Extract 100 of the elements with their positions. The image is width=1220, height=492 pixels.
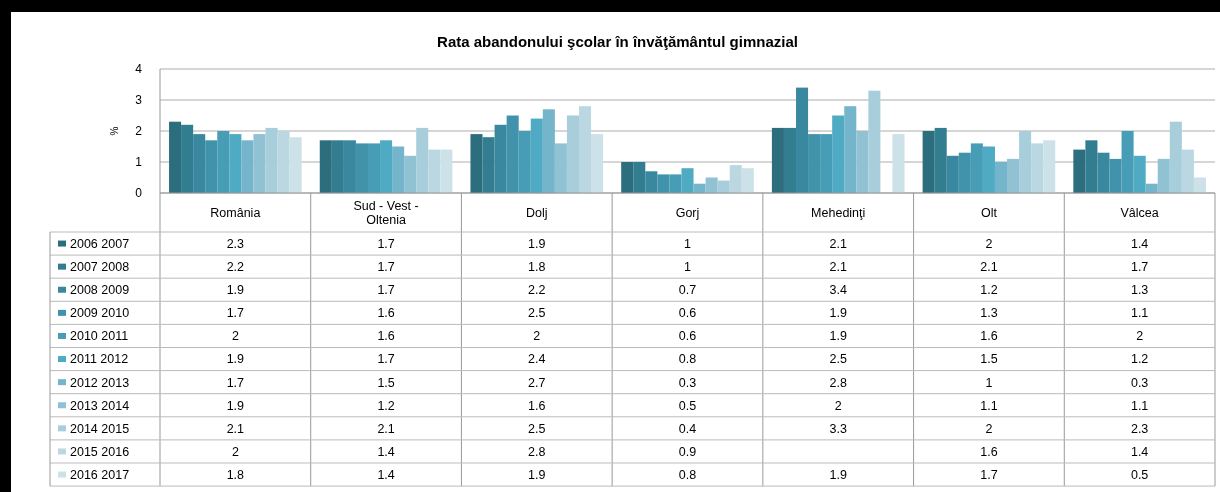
legend-label: 2016 2017 — [70, 467, 130, 482]
data-label: 2.1 — [377, 421, 395, 436]
data-label: 2.3 — [226, 236, 245, 251]
data-label: 1 — [684, 236, 692, 251]
bar — [470, 134, 483, 193]
bar — [633, 162, 646, 193]
bar — [994, 162, 1008, 193]
legend-label: 2015 2016 — [70, 444, 130, 459]
data-label: 1 — [684, 260, 692, 275]
data-label: 1.8 — [528, 260, 546, 275]
bar — [1193, 177, 1206, 193]
data-label: 1.9 — [829, 306, 847, 321]
bar — [530, 118, 543, 193]
data-label: 0.8 — [678, 467, 697, 482]
bar — [982, 146, 995, 193]
data-label: 0.8 — [678, 352, 697, 367]
data-label: 1.3 — [980, 306, 998, 321]
y-axis-title: % — [109, 126, 120, 136]
bar — [241, 140, 254, 193]
chart-title: Rata abandonului şcolar în învăţământul gimnazial — [437, 33, 798, 50]
data-label: 1.9 — [528, 467, 546, 482]
data-label: 2.1 — [829, 236, 847, 251]
data-label: 2.8 — [829, 375, 847, 390]
data-label: 1.4 — [1130, 236, 1149, 251]
bar — [591, 134, 604, 193]
data-label: 0.4 — [678, 421, 697, 436]
data-label: 3.3 — [829, 421, 847, 436]
legend-label: 2009 2010 — [70, 306, 130, 321]
y-tick-label: 2 — [135, 124, 143, 139]
legend-label: 2012 2013 — [70, 375, 130, 390]
data-label: 1.9 — [528, 236, 546, 251]
data-label: 1.6 — [980, 329, 998, 344]
data-label: 2 — [533, 329, 541, 344]
bar — [832, 115, 845, 193]
bar — [331, 140, 344, 193]
bar — [482, 137, 495, 193]
data-label: 2 — [231, 329, 239, 344]
bar — [1007, 158, 1020, 193]
data-label: 3.4 — [829, 283, 847, 298]
bar — [229, 134, 242, 193]
data-label: 0.3 — [1130, 375, 1149, 390]
bar — [289, 137, 302, 193]
bar — [169, 121, 182, 193]
data-label: 1.1 — [1130, 306, 1149, 321]
data-label: 1.7 — [226, 306, 245, 321]
data-label: 2.5 — [829, 352, 847, 367]
bar — [380, 140, 393, 193]
bar — [440, 149, 453, 193]
bar — [705, 177, 718, 193]
data-label: 2 — [834, 398, 842, 413]
data-label: 1.7 — [377, 352, 395, 367]
bar — [1019, 131, 1032, 193]
bar — [404, 155, 417, 193]
bar — [319, 140, 332, 193]
data-label: 1.1 — [980, 398, 998, 413]
bar — [771, 127, 784, 193]
data-label: 1.2 — [377, 398, 395, 413]
bar — [578, 106, 592, 193]
data-label: 0.5 — [1130, 467, 1149, 482]
y-tick-label: 4 — [135, 62, 143, 77]
data-label: 1.5 — [980, 352, 998, 367]
bar — [621, 162, 634, 193]
data-label: 1.2 — [1130, 352, 1149, 367]
legend-label: 2010 2011 — [70, 329, 129, 344]
data-label: 2.1 — [829, 260, 847, 275]
data-label: 1.6 — [980, 444, 998, 459]
bar — [856, 131, 869, 193]
bar — [1043, 140, 1056, 193]
legend-label: 2014 2015 — [70, 421, 130, 436]
y-tick-label: 1 — [135, 155, 143, 170]
bar — [729, 165, 742, 193]
data-label: 1.4 — [1130, 444, 1149, 459]
x-tick-label: Mehedinţi — [811, 205, 866, 220]
data-label: 1.7 — [980, 467, 998, 482]
data-label: 1.9 — [829, 329, 847, 344]
bar — [1073, 149, 1086, 193]
y-tick-label: 3 — [135, 93, 143, 108]
data-label: 0.7 — [678, 283, 697, 298]
bar — [741, 168, 754, 193]
data-label: 1.9 — [226, 283, 245, 298]
data-label: 1.1 — [1130, 398, 1149, 413]
bar — [934, 127, 947, 193]
legend-label: 2011 2012 — [70, 352, 129, 367]
bar — [844, 106, 857, 193]
data-label: 2 — [985, 236, 993, 251]
data-label: 1.7 — [377, 260, 395, 275]
data-label: 2.2 — [226, 260, 245, 275]
bar — [922, 131, 935, 193]
x-tick-label: Vâlcea — [1120, 205, 1159, 220]
data-label: 0.9 — [678, 444, 697, 459]
data-label: 2.4 — [528, 352, 546, 367]
data-label: 2.3 — [1130, 421, 1149, 436]
data-label: 2 — [231, 444, 239, 459]
data-label: 1 — [985, 375, 993, 390]
data-label: 1.9 — [226, 398, 245, 413]
data-label: 2.2 — [528, 283, 546, 298]
bar — [253, 134, 266, 193]
bar — [1181, 149, 1194, 193]
data-label: 1.4 — [377, 467, 395, 482]
bar — [392, 146, 405, 193]
